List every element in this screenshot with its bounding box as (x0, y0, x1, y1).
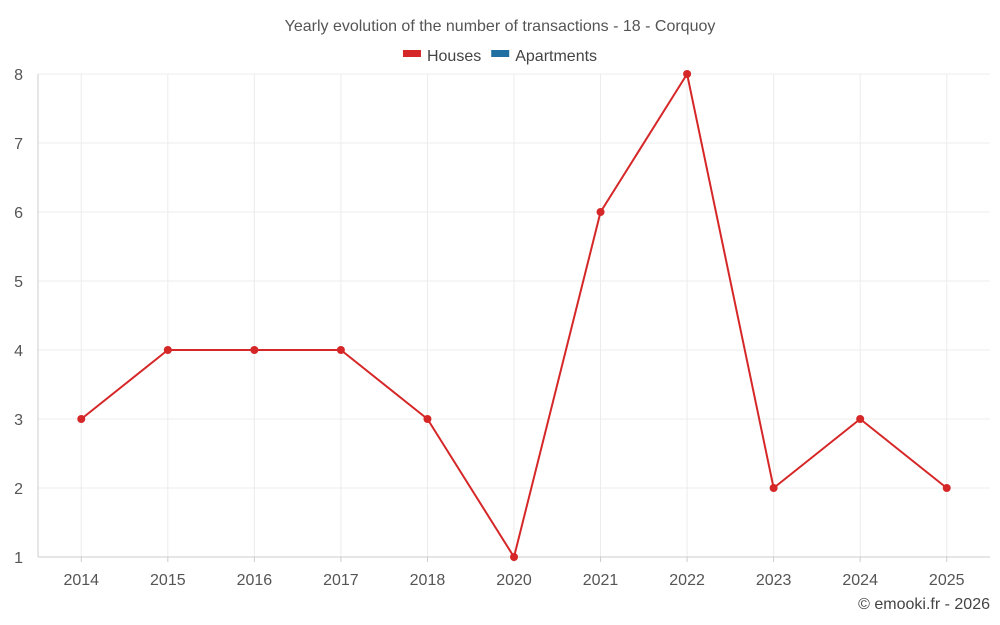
y-tick-label: 7 (14, 136, 23, 153)
credit-text: © emooki.fr - 2026 (858, 596, 990, 613)
x-tick-label: 2015 (150, 572, 186, 589)
series-points (77, 70, 951, 561)
data-point-houses-2017[interactable] (336, 346, 345, 354)
data-point-houses-2016[interactable] (250, 346, 259, 354)
y-tick-label: 5 (14, 274, 23, 291)
y-axis-ticks: 1 2 3 4 5 6 7 8 (14, 67, 23, 567)
legend-item-houses[interactable]: Houses (402, 48, 481, 65)
x-tick-label: 2021 (583, 572, 619, 589)
data-point-houses-2020[interactable] (510, 553, 518, 561)
y-tick-label: 4 (14, 343, 23, 360)
chart-title: Yearly evolution of the number of transa… (285, 18, 716, 35)
x-tick-label: 2023 (756, 572, 792, 589)
x-tick-label: 2016 (237, 572, 273, 589)
legend-item-apartments[interactable]: Apartments (491, 48, 597, 65)
data-point-houses-2024[interactable] (856, 415, 865, 423)
legend-swatch-houses (402, 50, 421, 57)
grid (38, 73, 990, 558)
x-tick-label: 2017 (323, 572, 359, 589)
y-tick-label: 3 (14, 412, 23, 429)
legend-label-houses: Houses (427, 48, 481, 65)
x-axis-ticks: 2014 2015 2016 2017 2018 2020 2021 2022 2023 2024… (63, 557, 965, 589)
data-point-houses-2022[interactable] (683, 70, 692, 78)
data-point-houses-2014[interactable] (77, 415, 86, 423)
legend: Houses Apartments (402, 48, 597, 65)
data-point-houses-2025[interactable] (942, 484, 951, 492)
data-point-houses-2021[interactable] (596, 208, 605, 216)
x-tick-label: 2022 (669, 572, 705, 589)
y-tick-label: 1 (14, 550, 23, 567)
x-tick-label: 2024 (842, 572, 878, 589)
legend-label-apartments: Apartments (515, 48, 597, 65)
legend-swatch-apartments (491, 50, 510, 57)
y-tick-label: 2 (14, 481, 23, 498)
y-tick-label: 6 (14, 205, 23, 222)
data-point-houses-2018[interactable] (423, 415, 432, 423)
y-tick-label: 8 (14, 67, 23, 84)
x-tick-label: 2025 (929, 572, 965, 589)
data-point-houses-2015[interactable] (163, 346, 172, 354)
data-point-houses-2023[interactable] (769, 484, 778, 492)
x-tick-label: 2014 (63, 572, 99, 589)
x-tick-label: 2020 (496, 572, 532, 589)
x-tick-label: 2018 (410, 572, 446, 589)
